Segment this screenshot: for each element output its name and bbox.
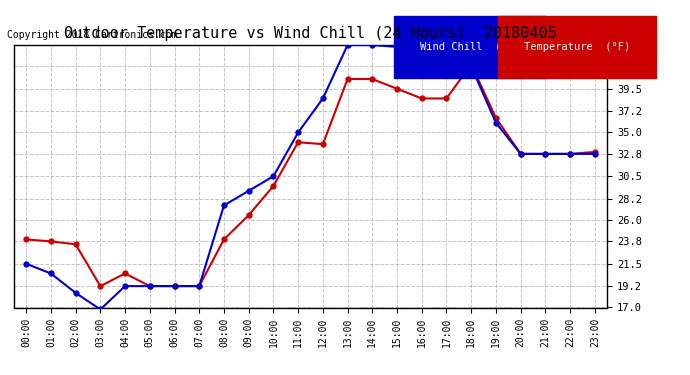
Text: Temperature  (°F): Temperature (°F) [524, 42, 631, 52]
Text: Wind Chill  (°F): Wind Chill (°F) [420, 42, 520, 52]
Title: Outdoor Temperature vs Wind Chill (24 Hours)  20180405: Outdoor Temperature vs Wind Chill (24 Ho… [64, 26, 557, 41]
Text: Copyright 2018 Cartronics.com: Copyright 2018 Cartronics.com [7, 30, 177, 39]
Text: Wind Chill (°F): Wind Chill (°F) [506, 52, 600, 62]
